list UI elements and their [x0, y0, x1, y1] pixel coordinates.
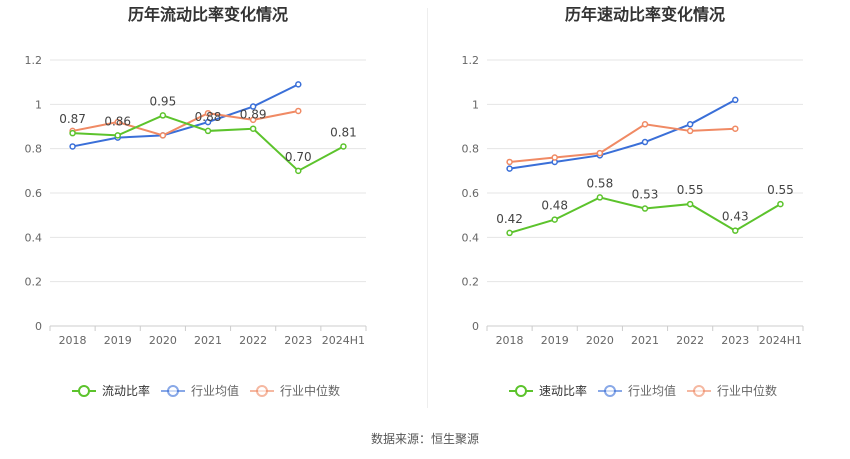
- x-tick-label: 2021: [631, 334, 659, 347]
- x-tick-label: 2020: [149, 334, 177, 347]
- data-point-avg: [249, 103, 257, 110]
- data-point-median: [204, 109, 212, 117]
- chart-panel-2: 历年速动比率变化情况 0 0.2 0.4 0.6 0.8 1 1.2 2018 2019 2020 2…: [462, 5, 804, 398]
- data-label: 0.48: [541, 199, 568, 213]
- legend-swatch-marker: [693, 385, 705, 397]
- data-point-avg: [506, 165, 513, 172]
- data-point-company: [777, 200, 784, 208]
- data-point-median: [506, 158, 513, 166]
- y-tick-label: 0.6: [462, 187, 480, 200]
- y-tick-label: 1: [35, 98, 42, 111]
- data-point-company: [596, 194, 604, 201]
- data-point-avg: [295, 81, 302, 88]
- x-tick-label: 2024H1: [759, 334, 802, 347]
- x-tick-label: 2021: [194, 334, 222, 347]
- data-point-company: [641, 205, 649, 212]
- x-tick-label: 2024H1: [322, 334, 365, 347]
- legend-label: 行业均值: [628, 383, 676, 398]
- data-point-company: [686, 200, 694, 208]
- x-tick-label: 2020: [586, 334, 614, 347]
- legend-swatch-marker: [515, 385, 527, 397]
- data-point-avg: [732, 96, 739, 104]
- data-point-median: [159, 132, 167, 139]
- x-tick-label: 2022: [239, 334, 267, 347]
- legend-label: 行业均值: [191, 383, 239, 398]
- x-tick-label: 2019: [541, 334, 569, 347]
- data-label: 0.81: [330, 125, 357, 139]
- data-source-note: 数据来源：恒生聚源: [370, 432, 479, 446]
- x-tick-label: 2018: [496, 334, 524, 347]
- x-tick-label: 2018: [59, 334, 87, 347]
- data-point-company: [732, 227, 739, 234]
- data-point-company: [114, 132, 121, 139]
- data-point-company: [551, 216, 558, 223]
- series-line-median: [509, 123, 736, 163]
- y-tick-label: 0.4: [25, 231, 43, 244]
- legend-swatch-marker: [167, 385, 179, 397]
- legend-label: 流动比率: [102, 383, 150, 398]
- data-label: 0.43: [722, 210, 749, 224]
- chart-title: 历年速动比率变化情况: [565, 5, 725, 24]
- data-point-median: [295, 107, 302, 115]
- y-tick-label: 0: [35, 320, 42, 333]
- y-tick-label: 0.8: [462, 143, 480, 156]
- legend-label: 行业中位数: [717, 383, 777, 398]
- y-tick-label: 0.2: [462, 276, 480, 289]
- data-label: 0.53: [632, 188, 659, 202]
- data-point-company: [69, 129, 76, 137]
- data-label: 0.55: [677, 183, 704, 197]
- data-label: 0.88: [195, 110, 222, 124]
- panel-divider: [427, 8, 428, 408]
- legend-swatch-marker: [256, 385, 268, 397]
- y-tick-label: 0.4: [462, 231, 480, 244]
- data-point-avg: [69, 143, 76, 150]
- x-tick-label: 2023: [284, 334, 312, 347]
- data-label: 0.70: [285, 150, 312, 164]
- series-line-median: [72, 110, 299, 137]
- data-point-median: [249, 116, 257, 124]
- data-label: 0.58: [586, 176, 613, 190]
- data-point-avg: [686, 121, 694, 128]
- data-label: 0.95: [149, 94, 176, 108]
- y-tick-label: 0.8: [25, 143, 43, 156]
- data-point-company: [159, 112, 167, 119]
- data-point-avg: [204, 118, 212, 126]
- data-label: 0.89: [240, 108, 267, 122]
- data-point-median: [551, 154, 558, 161]
- data-point-median: [641, 121, 649, 128]
- y-tick-label: 0: [472, 320, 479, 333]
- data-point-avg: [641, 138, 649, 146]
- x-tick-label: 2022: [676, 334, 704, 347]
- y-tick-label: 1.2: [462, 54, 480, 67]
- legend-label: 速动比率: [539, 383, 587, 398]
- data-point-median: [732, 125, 739, 132]
- legend-label: 行业中位数: [280, 383, 340, 398]
- data-point-median: [596, 149, 604, 157]
- y-tick-label: 0.2: [25, 276, 43, 289]
- series-line-avg: [72, 83, 299, 148]
- data-point-company: [249, 125, 257, 132]
- y-tick-label: 1: [472, 98, 479, 111]
- data-point-company: [204, 127, 212, 135]
- chart-title: 历年流动比率变化情况: [128, 5, 288, 24]
- legend-swatch-marker: [604, 385, 616, 397]
- data-point-company: [506, 229, 513, 237]
- data-label: 0.55: [767, 183, 794, 197]
- series-line-avg: [509, 99, 736, 170]
- x-tick-label: 2023: [721, 334, 749, 347]
- y-tick-label: 1.2: [25, 54, 43, 67]
- data-point-company: [340, 143, 347, 150]
- data-label: 0.42: [496, 212, 523, 226]
- data-point-company: [295, 167, 302, 175]
- data-point-median: [114, 118, 121, 126]
- legend-swatch-marker: [78, 385, 90, 397]
- y-tick-label: 0.6: [25, 187, 43, 200]
- x-tick-label: 2019: [104, 334, 132, 347]
- data-label: 0.87: [59, 112, 86, 126]
- data-point-median: [686, 127, 694, 135]
- data-label: 0.86: [104, 114, 131, 128]
